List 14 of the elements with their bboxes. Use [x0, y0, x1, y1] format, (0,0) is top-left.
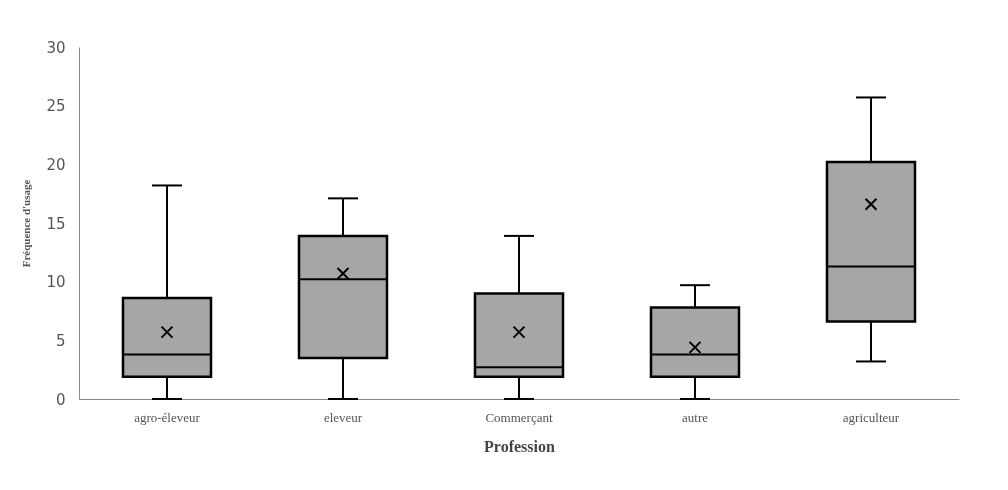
y-tick-label: 30	[46, 38, 66, 57]
y-tick-label: 10	[46, 273, 66, 292]
x-tick-label: agriculteur	[842, 409, 900, 425]
x-tick-label: Commerçant	[485, 409, 553, 425]
y-tick-label: 25	[46, 97, 66, 116]
y-tick-label: 5	[55, 331, 66, 350]
y-tick-label: 20	[46, 155, 66, 174]
x-tick-label: autre	[682, 409, 709, 425]
y-tick-label: 15	[46, 214, 66, 233]
x-tick-label: eleveur	[323, 409, 363, 425]
x-tick-label: agro-éleveur	[134, 409, 201, 425]
x-axis-title: Profession	[484, 437, 556, 455]
y-axis-title: Fréquence d'usage	[20, 179, 33, 268]
y-tick-label: 0	[55, 390, 66, 409]
